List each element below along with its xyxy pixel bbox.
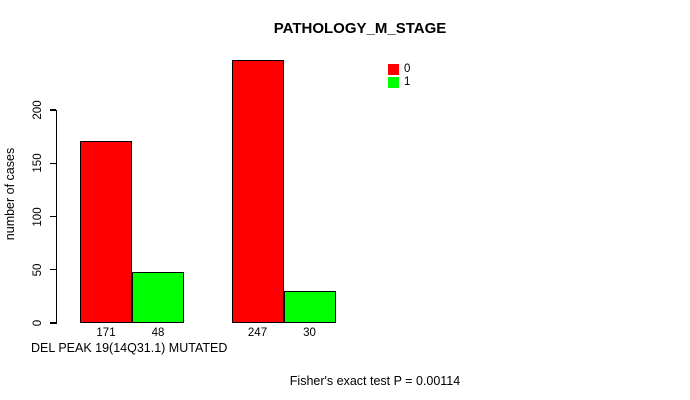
- legend-label-0: 0: [404, 63, 411, 75]
- y-axis-tick: [49, 269, 56, 271]
- y-axis-tick-label: 50: [32, 263, 44, 277]
- bar-series-0-group-1: [80, 140, 132, 323]
- chart-title: PATHOLOGY_M_STAGE: [273, 20, 447, 37]
- y-axis-tick-label: 100: [32, 206, 44, 227]
- y-axis-tick-label: 0: [32, 319, 44, 327]
- bar-value-label: 247: [247, 326, 268, 339]
- legend-swatch-red: [388, 64, 399, 75]
- legend: 0 1: [388, 63, 410, 89]
- y-axis-line: [56, 109, 58, 324]
- bar-value-label: 48: [151, 326, 165, 339]
- x-axis-label: DEL PEAK 19(14Q31.1) MUTATED: [31, 341, 228, 355]
- legend-swatch-green: [388, 77, 399, 88]
- legend-label-1: 1: [404, 76, 411, 88]
- bar-series-1-group-2: [283, 291, 336, 323]
- y-axis-tick: [49, 162, 56, 164]
- legend-item-1: 1: [388, 76, 410, 89]
- y-axis-tick: [49, 322, 56, 324]
- y-axis-tick: [49, 109, 56, 111]
- y-axis-tick: [49, 215, 56, 218]
- bar-value-label: 171: [96, 326, 116, 339]
- y-axis-tick-label: 150: [32, 153, 44, 173]
- bar-series-1-group-1: [132, 271, 184, 323]
- fisher-test-annotation: Fisher's exact test P = 0.00114: [289, 374, 461, 388]
- legend-item-0: 0: [388, 63, 410, 76]
- bar-series-0-group-2: [231, 59, 284, 323]
- y-axis-tick-label: 200: [32, 100, 44, 120]
- bar-value-label: 30: [303, 326, 316, 339]
